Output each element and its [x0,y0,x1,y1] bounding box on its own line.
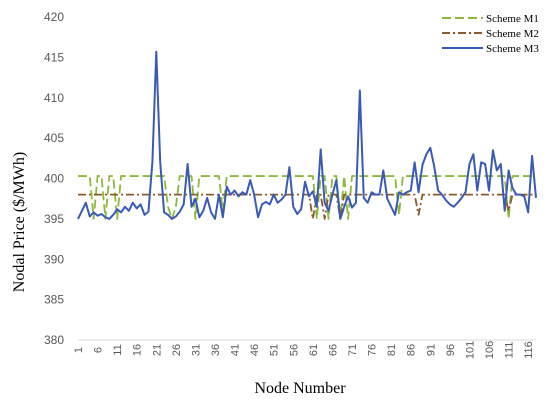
y-tick-label: 390 [44,252,64,266]
x-tick-label: 86 [406,344,418,356]
legend-label-m1: Scheme M1 [486,13,539,25]
x-tick-label: 46 [249,344,261,356]
x-tick-label: 31 [190,344,202,356]
y-axis-tick-labels: 380 385 390 395 400 405 410 415 420 [44,10,64,347]
y-tick-label: 385 [44,293,64,307]
y-tick-label: 420 [44,10,64,24]
x-tick-label: 106 [484,341,496,359]
x-tick-label: 11 [112,344,124,355]
series-line-scheme-m2 [78,193,536,220]
x-axis-tick-labels: 1 6 11 16 21 26 31 36 41 46 51 56 61 66 71 76 81 86 91 96 10… [73,341,535,359]
x-tick-label: 26 [171,344,183,356]
x-tick-label: 1 [73,347,85,353]
y-tick-label: 380 [44,333,64,347]
x-tick-label: 56 [288,344,300,356]
series-lines [77,50,537,220]
legend-item-m3: Scheme M3 [442,43,539,55]
x-tick-label: 101 [464,341,476,359]
y-tick-label: 395 [44,212,64,226]
x-axis-title: Node Number [254,380,346,397]
y-axis-title: Nodal Price ($/MWh) [11,152,28,292]
y-tick-label: 400 [44,172,64,186]
y-tick-label: 410 [44,91,64,105]
x-tick-label: 36 [210,344,222,356]
series-line-scheme-m3 [77,50,537,220]
x-tick-label: 71 [347,344,359,356]
x-tick-label: 61 [308,344,320,356]
x-tick-label: 96 [445,344,457,356]
legend-item-m1: Scheme M1 [442,13,539,25]
x-tick-label: 66 [327,344,339,356]
x-tick-label: 111 [504,342,516,359]
x-tick-label: 6 [93,347,105,353]
legend-label-m3: Scheme M3 [486,43,539,55]
x-tick-label: 16 [132,344,144,356]
x-tick-label: 41 [230,344,242,356]
x-tick-label: 21 [151,344,163,356]
legend-label-m2: Scheme M2 [486,28,539,40]
x-tick-label: 81 [386,344,398,356]
legend-item-m2: Scheme M2 [442,28,539,40]
legend: Scheme M1 Scheme M2 Scheme M3 [442,13,539,55]
x-tick-label: 51 [269,344,281,356]
y-tick-label: 415 [44,50,64,64]
y-tick-label: 405 [44,131,64,145]
x-tick-label: 91 [425,344,437,356]
x-tick-label: 116 [523,341,535,359]
series-line-scheme-m1 [78,175,536,220]
x-tick-label: 76 [367,344,379,356]
